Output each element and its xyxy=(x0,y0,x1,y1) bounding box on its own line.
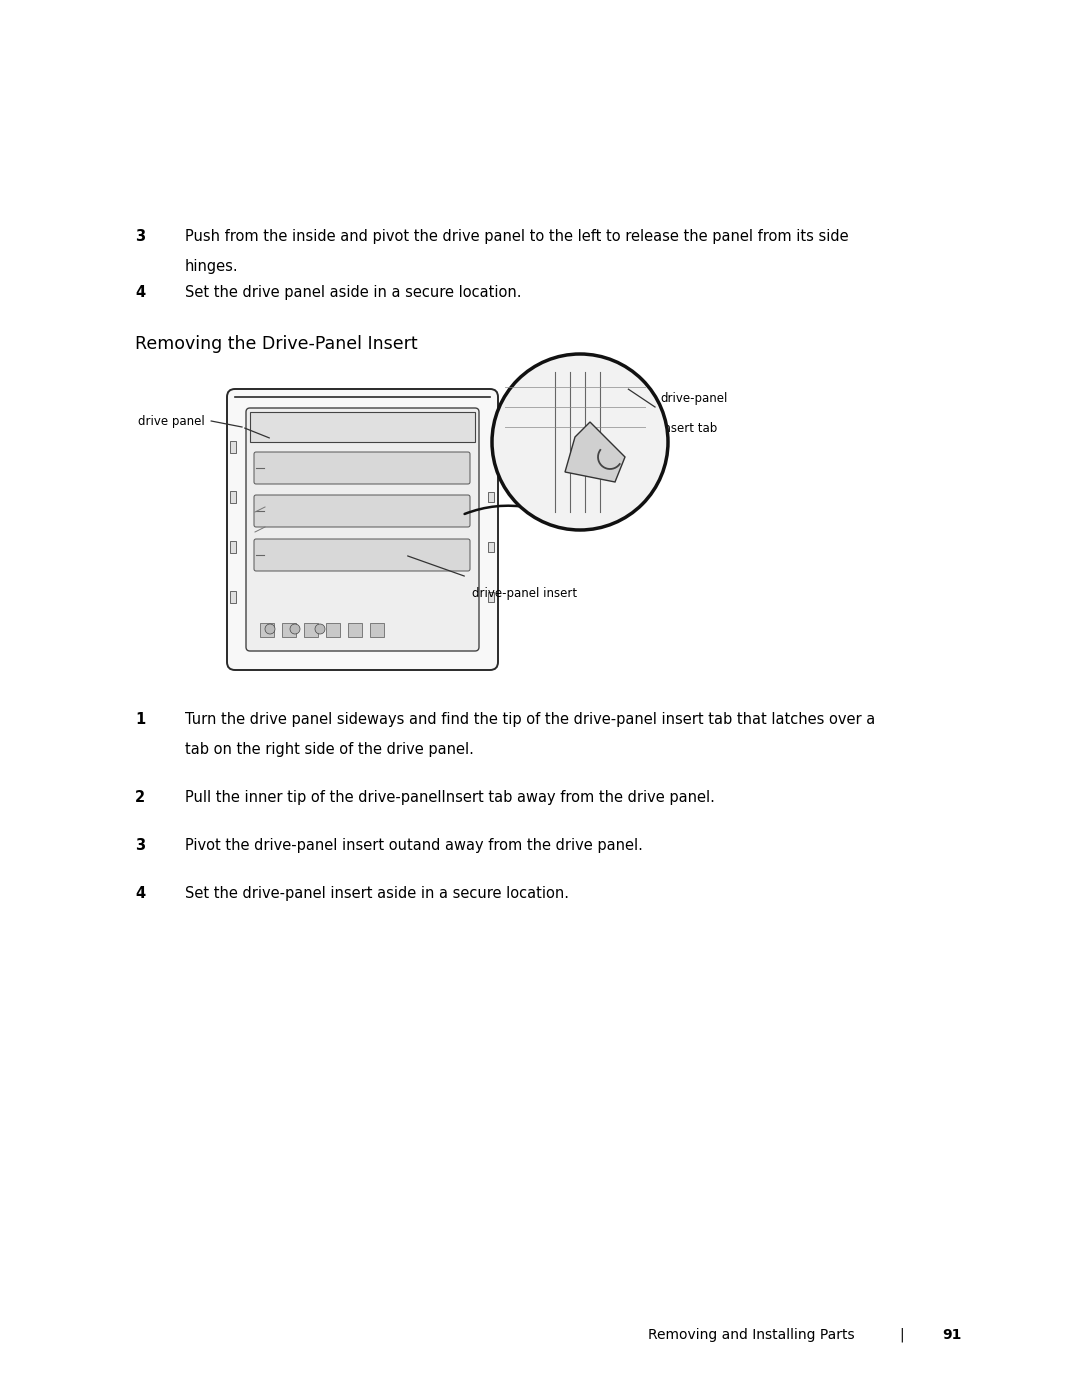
Text: Pivot the drive-panel insert outand away from the drive panel.: Pivot the drive-panel insert outand away… xyxy=(185,838,643,854)
Text: drive-panel insert: drive-panel insert xyxy=(472,587,577,599)
FancyBboxPatch shape xyxy=(227,388,498,671)
Bar xyxy=(249,412,475,441)
Text: 4: 4 xyxy=(135,285,145,300)
FancyBboxPatch shape xyxy=(246,408,480,651)
Circle shape xyxy=(315,624,325,634)
Bar xyxy=(348,623,362,637)
Text: Removing the Drive-Panel Insert: Removing the Drive-Panel Insert xyxy=(135,335,418,353)
Circle shape xyxy=(492,353,669,529)
FancyBboxPatch shape xyxy=(254,495,470,527)
Bar xyxy=(303,623,318,637)
Text: |: | xyxy=(900,1327,904,1343)
Circle shape xyxy=(291,624,300,634)
Text: 4: 4 xyxy=(135,886,145,901)
Bar xyxy=(370,623,384,637)
Text: Pull the inner tip of the drive-panelInsert tab away from the drive panel.: Pull the inner tip of the drive-panelIns… xyxy=(185,789,715,805)
Text: 3: 3 xyxy=(135,838,145,854)
Bar xyxy=(326,623,340,637)
Circle shape xyxy=(265,624,275,634)
Text: Removing and Installing Parts: Removing and Installing Parts xyxy=(648,1329,854,1343)
FancyBboxPatch shape xyxy=(254,453,470,483)
Text: Turn the drive panel sideways and find the tip of the drive-panel insert tab tha: Turn the drive panel sideways and find t… xyxy=(185,712,875,726)
Text: 3: 3 xyxy=(135,229,145,244)
Polygon shape xyxy=(565,422,625,482)
Text: drive panel: drive panel xyxy=(138,415,205,427)
Bar xyxy=(488,542,494,552)
Text: hinges.: hinges. xyxy=(185,258,239,274)
Bar xyxy=(230,541,237,553)
Bar xyxy=(488,492,494,502)
Text: drive-panel: drive-panel xyxy=(660,393,727,405)
Text: insert tab: insert tab xyxy=(660,422,717,434)
Text: 2: 2 xyxy=(135,789,145,805)
Text: Set the drive-panel insert aside in a secure location.: Set the drive-panel insert aside in a se… xyxy=(185,886,569,901)
Bar xyxy=(282,623,296,637)
Bar xyxy=(230,441,237,453)
FancyBboxPatch shape xyxy=(254,539,470,571)
Text: 1: 1 xyxy=(135,712,145,726)
Text: Set the drive panel aside in a secure location.: Set the drive panel aside in a secure lo… xyxy=(185,285,522,300)
Bar xyxy=(230,490,237,503)
Bar xyxy=(488,592,494,602)
Bar xyxy=(260,623,274,637)
Text: tab on the right side of the drive panel.: tab on the right side of the drive panel… xyxy=(185,742,474,757)
Text: 91: 91 xyxy=(942,1329,961,1343)
Bar xyxy=(230,591,237,604)
Text: Push from the inside and pivot the drive panel to the left to release the panel : Push from the inside and pivot the drive… xyxy=(185,229,849,244)
